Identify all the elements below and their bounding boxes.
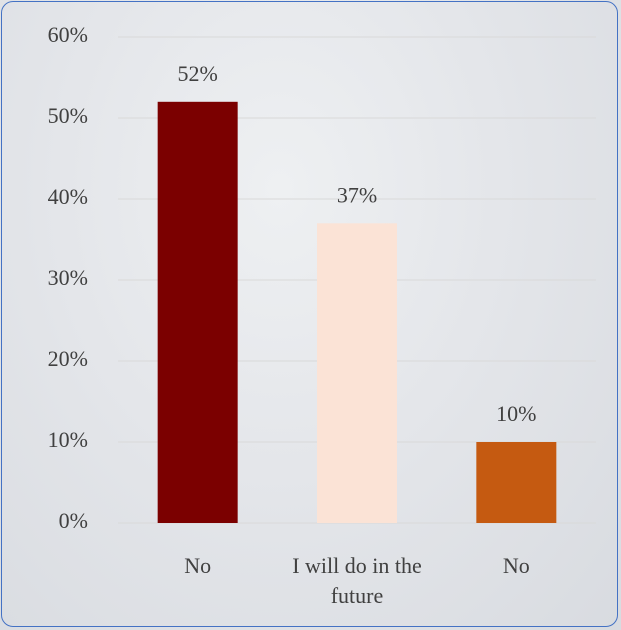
y-tick-label: 50% bbox=[48, 103, 88, 128]
x-tick-label: I will do in the future bbox=[292, 553, 422, 608]
y-tick-label: 20% bbox=[48, 346, 88, 371]
value-label: 52% bbox=[178, 61, 218, 86]
bar bbox=[476, 442, 557, 523]
y-tick-label: 60% bbox=[48, 22, 88, 47]
x-tick-label: No bbox=[502, 553, 530, 578]
x-tick-label: No bbox=[184, 553, 212, 578]
y-tick-label: 0% bbox=[59, 508, 88, 533]
value-label: 10% bbox=[496, 401, 536, 426]
y-tick-label: 30% bbox=[48, 265, 88, 290]
y-tick-label: 40% bbox=[48, 184, 88, 209]
value-label: 37% bbox=[337, 182, 377, 207]
bar bbox=[317, 223, 397, 524]
y-tick-label: 10% bbox=[48, 427, 88, 452]
bar bbox=[157, 101, 238, 524]
